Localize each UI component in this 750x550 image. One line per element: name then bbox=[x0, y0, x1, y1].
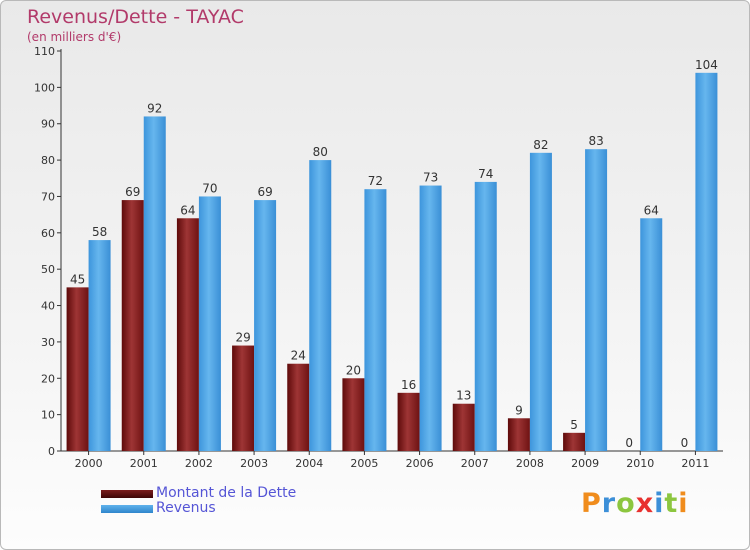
debt-bar bbox=[342, 378, 365, 451]
debt-bar bbox=[287, 363, 310, 451]
revenue-bar bbox=[640, 218, 663, 451]
revenue-bar bbox=[309, 160, 332, 451]
x-tick-label: 2004 bbox=[295, 457, 323, 470]
legend-label-revenue: Revenus bbox=[156, 500, 216, 516]
x-tick-label: 2008 bbox=[516, 457, 544, 470]
revenue-value-label: 82 bbox=[533, 138, 548, 152]
x-tick-label: 2006 bbox=[406, 457, 434, 470]
debt-bar bbox=[121, 200, 144, 451]
chart-title: Revenus/Dette - TAYAC bbox=[27, 6, 244, 28]
debt-value-label: 0 bbox=[681, 436, 689, 450]
logo-letter: o bbox=[616, 488, 636, 519]
y-tick-label: 30 bbox=[41, 336, 55, 349]
debt-bar bbox=[563, 432, 586, 451]
y-tick-label: 0 bbox=[48, 445, 55, 458]
logo-letter: P bbox=[581, 488, 602, 519]
y-tick-label: 20 bbox=[41, 372, 55, 385]
revenue-value-label: 64 bbox=[644, 203, 659, 217]
revenue-value-label: 70 bbox=[202, 181, 217, 195]
y-tick-label: 50 bbox=[41, 263, 55, 276]
x-tick-label: 2007 bbox=[461, 457, 489, 470]
revenue-bar bbox=[474, 181, 497, 451]
logo-letter: r bbox=[601, 488, 617, 519]
debt-bar bbox=[397, 392, 420, 451]
proxiti-logo: Proxiti bbox=[581, 488, 689, 519]
debt-bar bbox=[176, 218, 199, 451]
revenue-bar bbox=[254, 200, 277, 451]
y-tick-label: 70 bbox=[41, 190, 55, 203]
legend-swatch-debt bbox=[101, 490, 153, 498]
revenue-bar bbox=[88, 240, 111, 451]
revenue-value-label: 74 bbox=[478, 167, 493, 181]
debt-value-label: 29 bbox=[235, 331, 250, 345]
y-tick-label: 90 bbox=[41, 118, 55, 131]
revenue-value-label: 83 bbox=[588, 134, 603, 148]
logo-letter: t bbox=[664, 488, 679, 519]
revenue-value-label: 104 bbox=[695, 58, 718, 72]
x-tick-label: 2000 bbox=[75, 457, 103, 470]
legend-label-debt: Montant de la Dette bbox=[156, 485, 297, 501]
x-tick-label: 2002 bbox=[185, 457, 213, 470]
x-tick-label: 2009 bbox=[571, 457, 599, 470]
debt-value-label: 45 bbox=[70, 272, 85, 286]
debt-bar bbox=[66, 287, 89, 451]
debt-bar bbox=[507, 418, 530, 451]
y-tick-label: 60 bbox=[41, 227, 55, 240]
logo-letter: i bbox=[678, 488, 689, 519]
debt-bar bbox=[452, 403, 475, 451]
revenue-bar bbox=[143, 116, 166, 452]
y-tick-label: 40 bbox=[41, 300, 55, 313]
x-tick-label: 2011 bbox=[681, 457, 709, 470]
revenue-value-label: 92 bbox=[147, 101, 162, 115]
x-tick-label: 2005 bbox=[350, 457, 378, 470]
revenue-bar bbox=[364, 189, 387, 451]
x-tick-label: 2010 bbox=[626, 457, 654, 470]
y-tick-label: 10 bbox=[41, 409, 55, 422]
revenue-value-label: 73 bbox=[423, 171, 438, 185]
revenue-bar bbox=[419, 185, 442, 451]
revenue-bar bbox=[585, 149, 608, 451]
debt-value-label: 9 bbox=[515, 403, 523, 417]
revenue-bar bbox=[695, 72, 718, 452]
y-tick-label: 100 bbox=[34, 81, 55, 94]
debt-value-label: 13 bbox=[456, 389, 471, 403]
y-tick-label: 80 bbox=[41, 154, 55, 167]
debt-bar bbox=[232, 345, 255, 451]
debt-value-label: 5 bbox=[570, 418, 578, 432]
revenue-value-label: 58 bbox=[92, 225, 107, 239]
debt-value-label: 24 bbox=[291, 349, 306, 363]
debt-value-label: 69 bbox=[125, 185, 140, 199]
debt-value-label: 16 bbox=[401, 378, 416, 392]
revenue-value-label: 80 bbox=[313, 145, 328, 159]
revenue-value-label: 72 bbox=[368, 174, 383, 188]
y-tick-label: 110 bbox=[34, 45, 55, 58]
logo-letter: x bbox=[635, 488, 655, 519]
x-tick-label: 2003 bbox=[240, 457, 268, 470]
revenue-bar bbox=[529, 152, 552, 451]
revenue-value-label: 69 bbox=[257, 185, 272, 199]
x-tick-label: 2001 bbox=[130, 457, 158, 470]
logo-letter: i bbox=[654, 488, 665, 519]
revenue-bar bbox=[198, 196, 221, 451]
debt-value-label: 64 bbox=[180, 203, 195, 217]
debt-value-label: 0 bbox=[625, 436, 633, 450]
debt-value-label: 20 bbox=[346, 363, 361, 377]
chart-subtitle: (en milliers d'€) bbox=[27, 30, 122, 44]
legend-swatch-revenue bbox=[101, 505, 153, 513]
